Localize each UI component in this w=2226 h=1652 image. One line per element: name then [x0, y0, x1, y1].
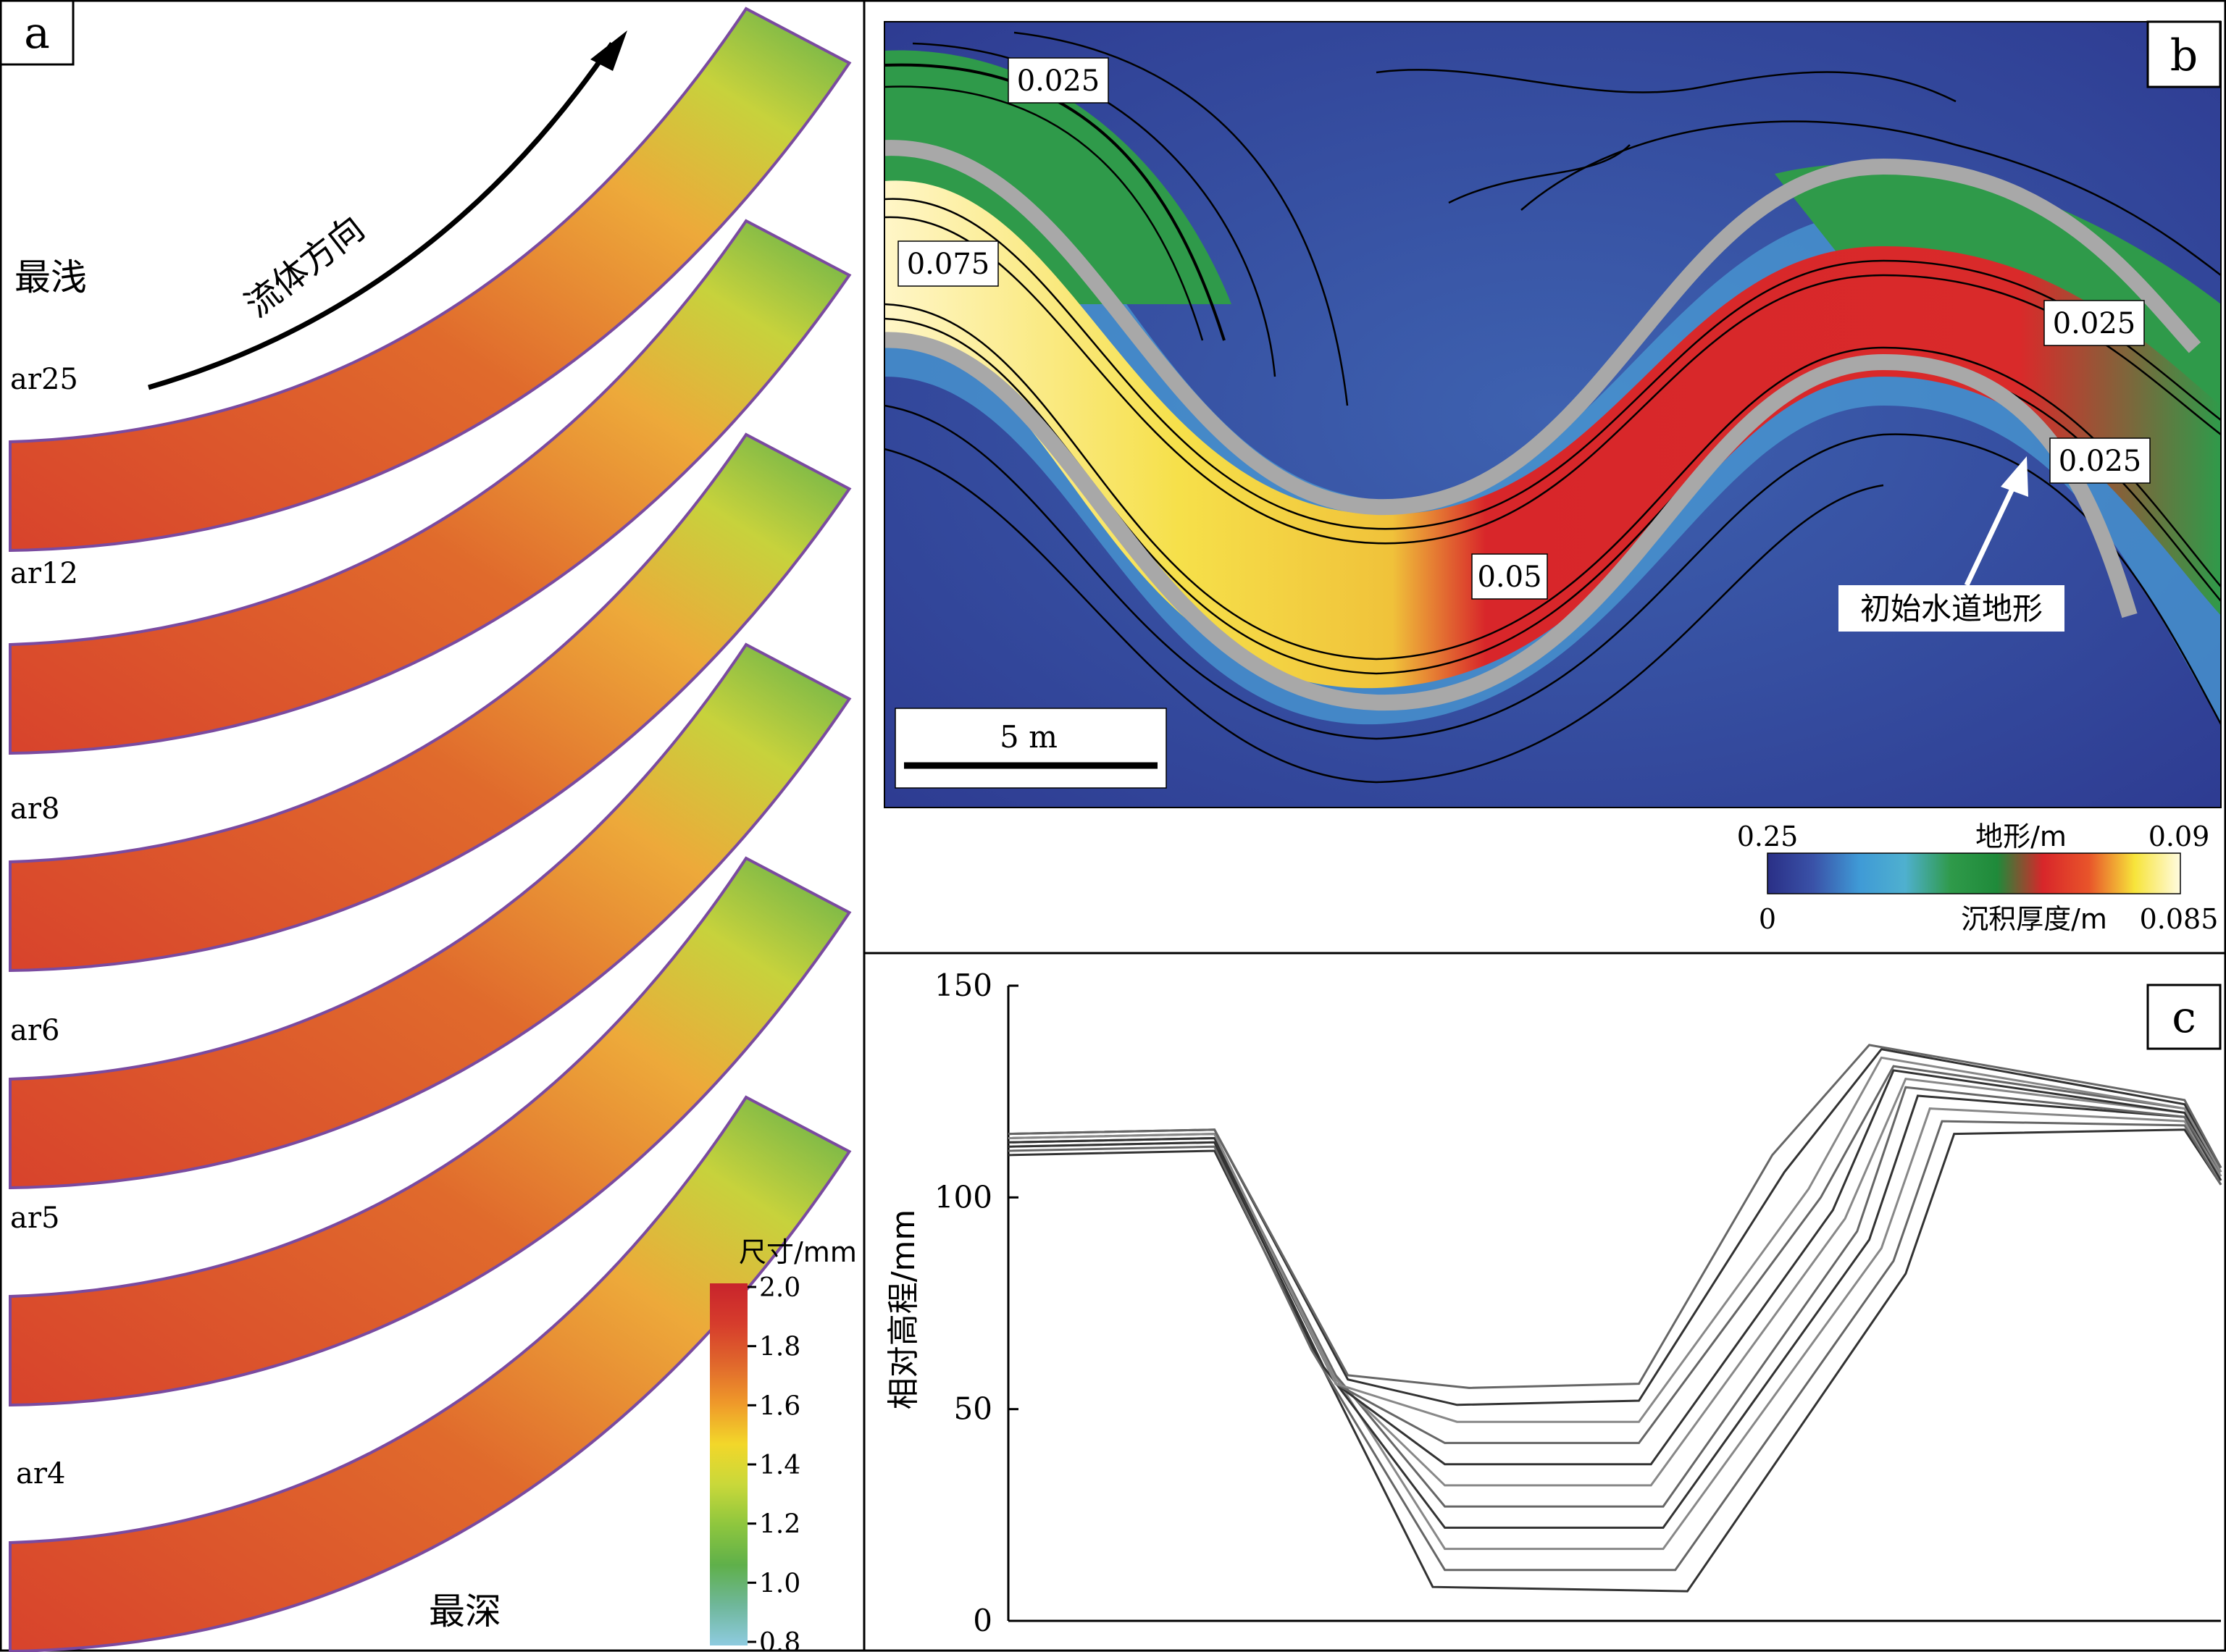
svg-text:0.025: 0.025 [2059, 445, 2142, 478]
scale-bar-label: 5 m [1000, 719, 1058, 755]
topography-map [884, 22, 2221, 808]
run-label-ar8: ar8 [10, 792, 59, 826]
panel-b-colorbar-top-title: 地形/m [1975, 821, 2067, 852]
panel-b-label-box [2146, 20, 2222, 88]
annotation-label: 初始水道地形 [1860, 591, 2043, 626]
panel-a-colorbar-tick-label: 1.2 [759, 1510, 800, 1540]
y-tick-label: 0 [973, 1603, 992, 1638]
panel-b: 0.025 0.075 0.025 0.025 0.05 初始水道地形 5 m … [884, 20, 2222, 935]
panel-b-colorbar-bottom-right: 0.085 [2140, 903, 2219, 935]
panel-b-colorbar [1767, 852, 2181, 894]
profile-line-2 [1008, 1120, 2222, 1572]
profile-line-9 [1008, 1056, 2222, 1423]
panel-c-label: c [2172, 992, 2196, 1043]
svg-text:0.075: 0.075 [907, 248, 990, 281]
contour-label-1: 0.025 [1008, 57, 1109, 104]
panel-c-label-box [2146, 984, 2222, 1050]
panel-a-colorbar [710, 1283, 748, 1645]
y-tick-label: 150 [934, 968, 992, 1003]
svg-text:0.05: 0.05 [1477, 561, 1541, 594]
grain-size-bands [9, 7, 852, 1652]
grain-size-band-ar6 [9, 642, 852, 1190]
annotation-arrow [1964, 477, 2020, 587]
deepest-label: 最深 [429, 1590, 501, 1632]
panel-a-label-box [0, 0, 75, 66]
annotation-box [1838, 585, 2064, 632]
panel-b-colorbar-bottom-left: 0 [1759, 903, 1776, 935]
profile-line-4 [1008, 1094, 2222, 1529]
panel-a: 流体方向 最浅 最深 ar25 ar12 ar8 ar6 ar5 ar4 尺寸/… [0, 0, 857, 1652]
panel-c-frame [863, 952, 2226, 1652]
run-label-ar6: ar6 [10, 1014, 59, 1047]
panel-b-colorbar-top-left: 0.25 [1737, 821, 1799, 852]
shallowest-label: 最浅 [14, 256, 87, 298]
contour-label-3: 0.025 [2043, 300, 2145, 346]
run-label-ar4: ar4 [16, 1457, 65, 1490]
run-label-ar12: ar12 [10, 557, 78, 590]
run-label-ar5: ar5 [10, 1202, 59, 1235]
panel-a-colorbar-tick-label: 0.8 [759, 1628, 800, 1652]
grain-size-band-ar25 [9, 7, 852, 553]
cross-section-chart: 0 50 100 150 [934, 968, 2222, 1638]
panel-b-colorbar-bottom-title: 沉积厚度/m [1961, 903, 2107, 935]
grain-size-band-ar8 [9, 432, 852, 973]
contour-label-4: 0.025 [2049, 437, 2151, 484]
initial-channel-outline [884, 140, 2201, 711]
profile-line-3 [1008, 1107, 2222, 1551]
panel-a-colorbar-ticks: 2.0 1.8 1.6 1.4 1.2 1.0 0.8 [748, 1273, 800, 1652]
grain-size-band-ar12 [9, 219, 852, 755]
svg-text:0.025: 0.025 [2053, 307, 2136, 340]
profile-line-11 [1008, 1044, 2222, 1389]
grain-size-band-ar5 [9, 856, 852, 1407]
panel-b-colorbar-top-right: 0.09 [2148, 821, 2210, 852]
y-tick-label: 100 [934, 1179, 992, 1215]
panel-c: 0 50 100 150 相对高程/mm c [885, 968, 2222, 1638]
panel-a-colorbar-tick-label: 2.0 [759, 1273, 800, 1303]
panel-a-colorbar-tick-label: 1.0 [759, 1569, 800, 1598]
flow-direction-arrow [148, 42, 614, 390]
flow-direction-label: 流体方向 [238, 208, 372, 325]
panel-a-colorbar-tick-label: 1.8 [759, 1333, 800, 1362]
panel-b-label: b [2170, 30, 2198, 81]
panel-a-colorbar-tick-label: 1.4 [759, 1451, 800, 1480]
run-label-ar25: ar25 [10, 363, 78, 396]
y-tick-label: 50 [954, 1391, 992, 1427]
topography-map-border [884, 21, 2222, 808]
svg-text:0.025: 0.025 [1017, 64, 1100, 98]
contour-label-2: 0.075 [897, 240, 999, 287]
profile-line-1 [1008, 1128, 2222, 1593]
profile-line-6 [1008, 1077, 2222, 1487]
y-axis-label: 相对高程/mm [885, 1209, 922, 1410]
flow-direction-arrowhead [590, 30, 627, 71]
panel-a-label: a [24, 8, 50, 59]
panel-a-colorbar-title: 尺寸/mm [739, 1236, 857, 1268]
grain-size-band-ar4 [9, 1095, 852, 1652]
contour-label-5: 0.05 [1471, 553, 1548, 600]
profile-line-7 [1008, 1069, 2222, 1466]
panel-a-colorbar-tick-label: 1.6 [759, 1391, 800, 1421]
annotation-arrowhead [2001, 456, 2028, 497]
scale-bar-box [895, 708, 1167, 789]
